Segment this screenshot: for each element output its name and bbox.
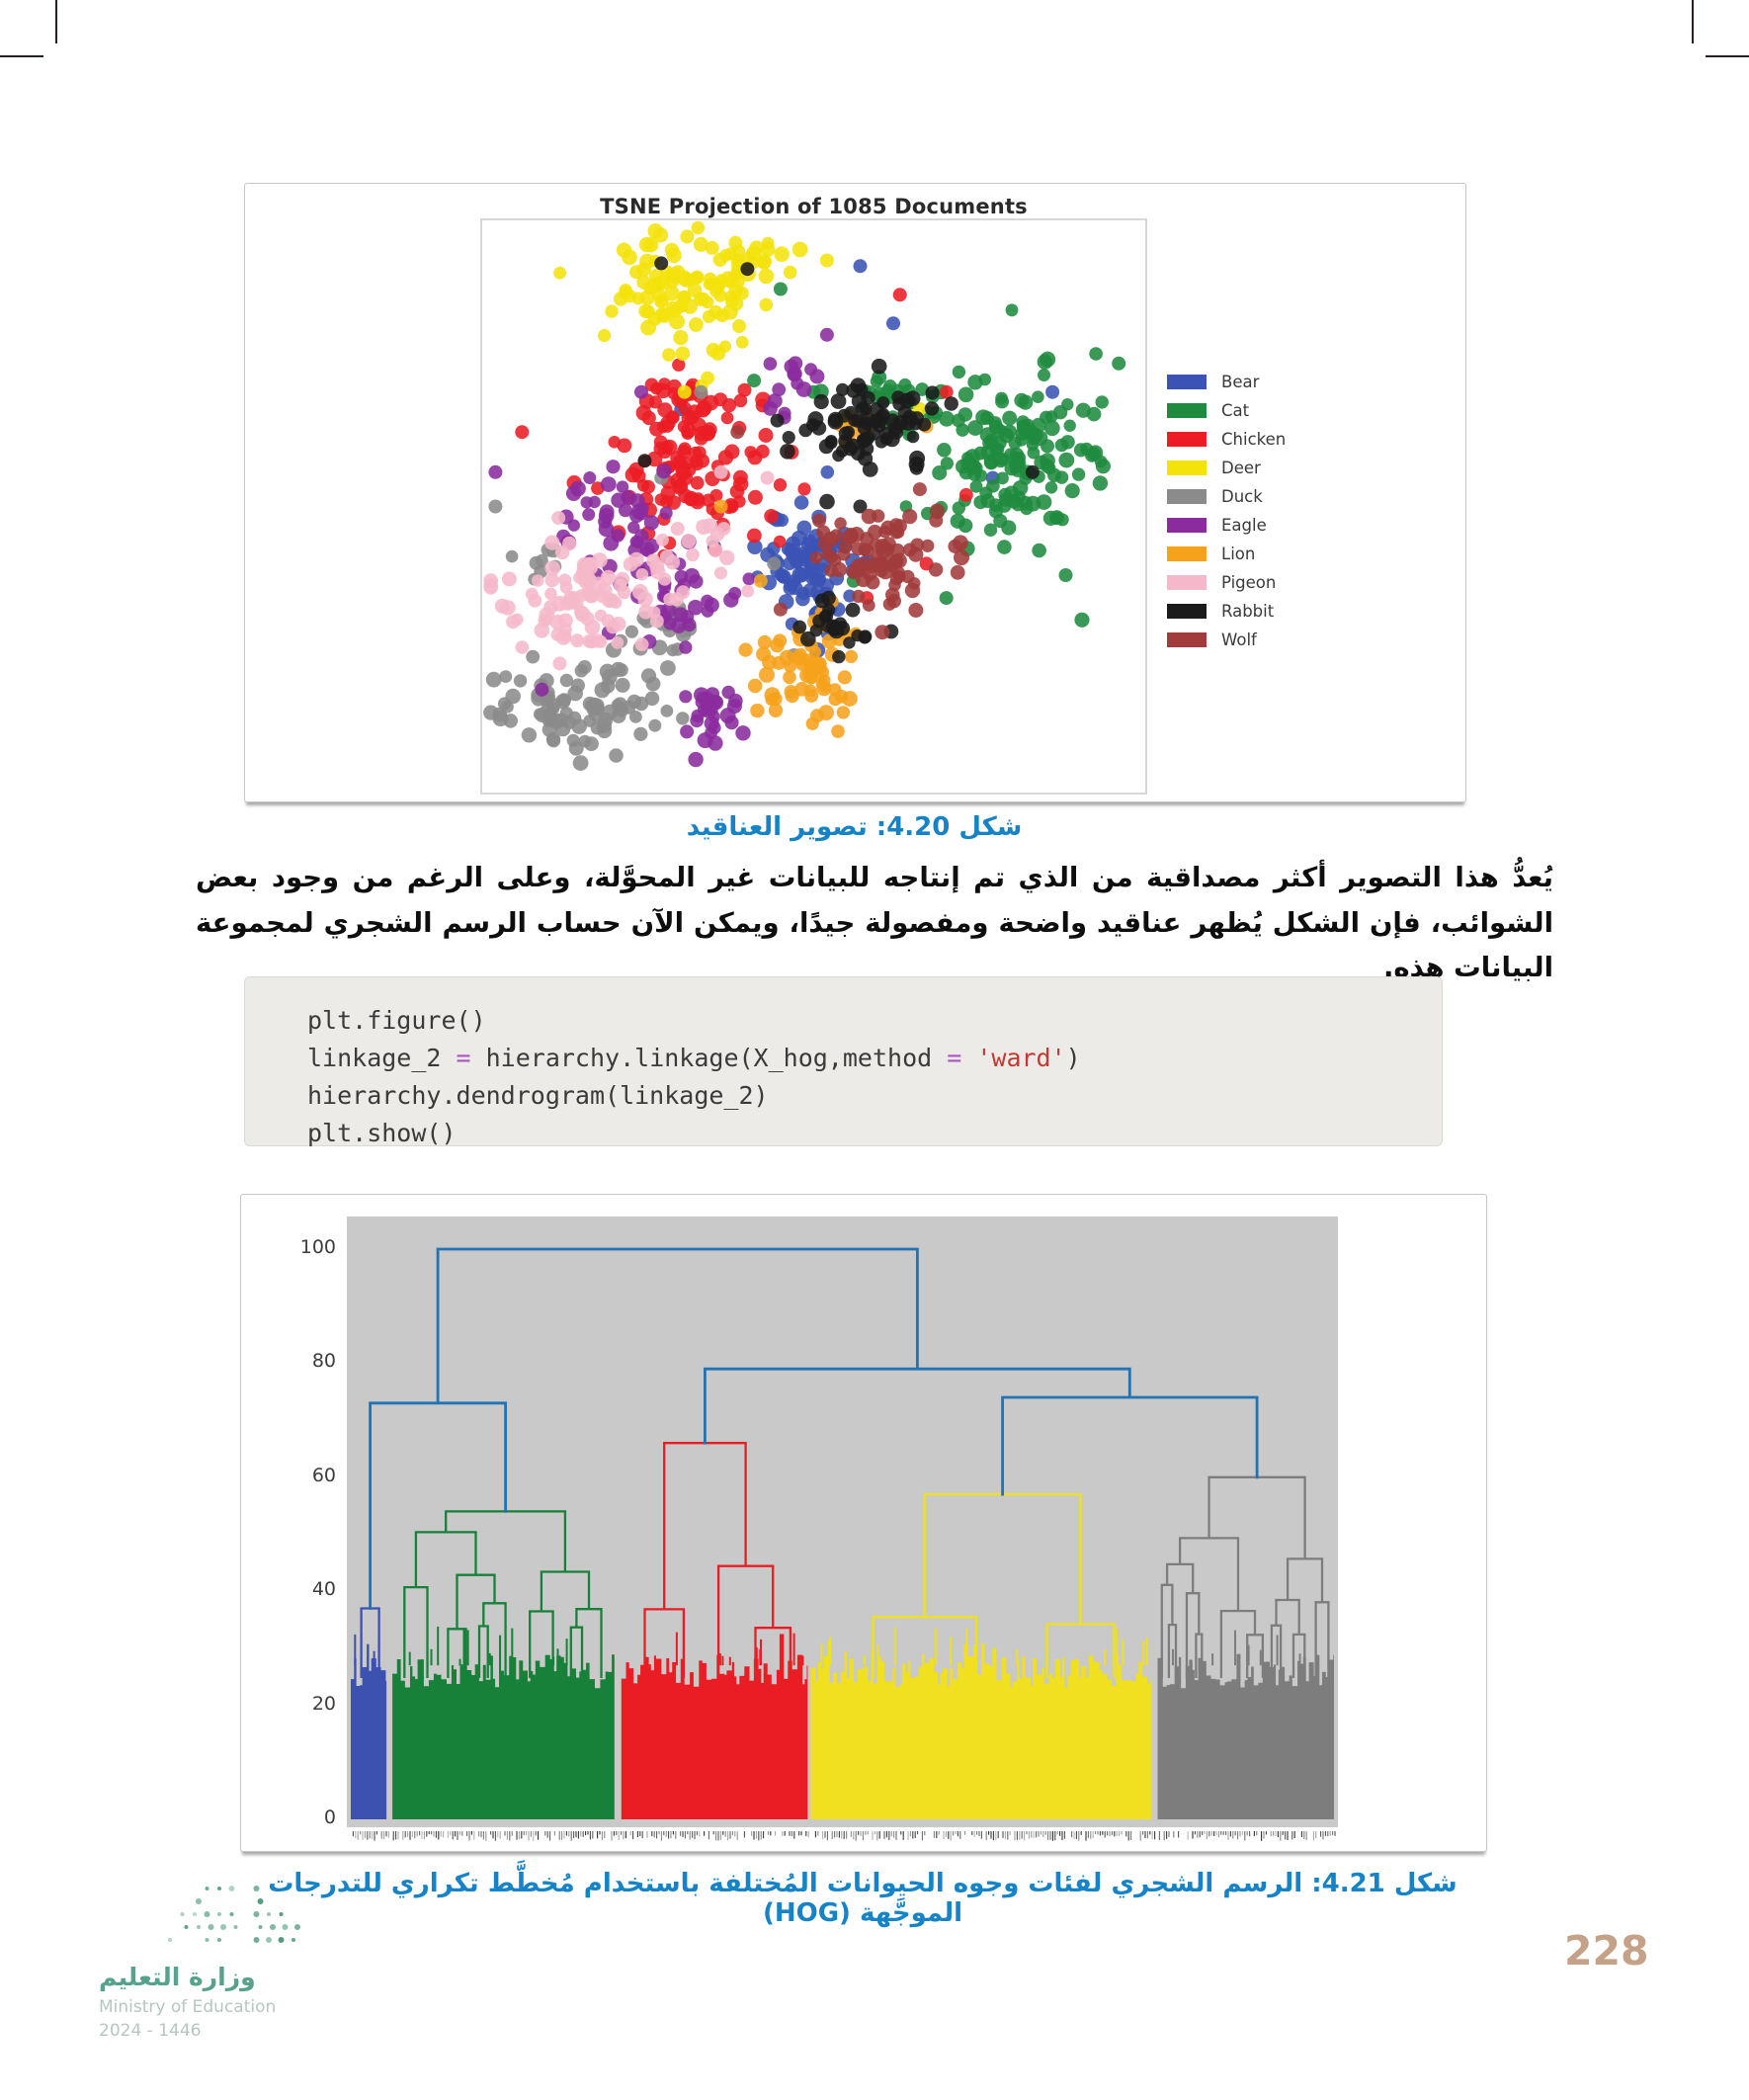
figure-dendrogram-card: 0 20 40 60 80 100 — [240, 1194, 1487, 1852]
legend-item-bear: Bear — [1167, 372, 1286, 392]
legend-swatch-cat — [1167, 403, 1207, 418]
code-line: hierarchy.dendrogram(linkage_2) — [307, 1081, 769, 1110]
body-paragraph: يُعدُّ هذا التصوير أكثر مصداقية من الذي … — [196, 862, 1553, 984]
legend-label: Eagle — [1221, 516, 1267, 535]
legend-label: Rabbit — [1221, 602, 1275, 621]
legend-swatch-bear — [1167, 375, 1207, 389]
legend-swatch-lion — [1167, 546, 1207, 561]
legend-swatch-chicken — [1167, 432, 1207, 447]
legend-item-chicken: Chicken — [1167, 429, 1286, 450]
dendrogram-y-tick: 60 — [311, 1464, 336, 1486]
legend-label: Wolf — [1221, 630, 1257, 649]
cropmark-top-right-horizontal — [1706, 55, 1749, 57]
tsne-chart-title: TSNE Projection of 1085 Documents — [600, 195, 1028, 218]
legend-item-cat: Cat — [1167, 400, 1286, 421]
legend-swatch-rabbit — [1167, 604, 1207, 619]
legend-item-rabbit: Rabbit — [1167, 601, 1286, 622]
legend-label: Duck — [1221, 487, 1263, 506]
tsne-legend: Bear Cat Chicken Deer Duck Eagle Lion Pigeon Rab… — [1167, 372, 1286, 650]
legend-label: Deer — [1221, 459, 1261, 477]
cropmark-top-right-vertical — [1692, 0, 1694, 43]
dendrogram-y-tick: 20 — [311, 1692, 336, 1715]
legend-label: Bear — [1221, 373, 1260, 391]
legend-swatch-eagle — [1167, 518, 1207, 533]
code-line: linkage_2 = hierarchy.linkage(X_hog,meth… — [307, 1044, 1081, 1072]
figure-420-caption: شكل 4.20: تصوير العناقيد — [686, 812, 1023, 842]
ministry-logo-years: 2024 - 1446 — [99, 2021, 202, 2041]
ministry-logo-arabic: وزارة التعليم — [99, 1963, 256, 1991]
legend-item-deer: Deer — [1167, 458, 1286, 478]
ministry-logo-dots — [168, 1886, 300, 1943]
legend-label: Lion — [1221, 545, 1256, 563]
legend-label: Chicken — [1221, 430, 1287, 449]
dendrogram-y-tick: 0 — [323, 1806, 336, 1828]
legend-swatch-pigeon — [1167, 575, 1207, 590]
tsne-scatter-canvas — [483, 220, 1126, 771]
legend-swatch-wolf — [1167, 632, 1207, 647]
legend-item-pigeon: Pigeon — [1167, 572, 1286, 593]
legend-swatch-duck — [1167, 489, 1207, 504]
dendrogram-y-tick: 40 — [311, 1578, 336, 1601]
figure-421-caption: شكل 4.21: الرسم الشجري لفئات وجوه الحيوا… — [268, 1869, 1458, 1928]
legend-swatch-deer — [1167, 461, 1207, 475]
python-code-block: plt.figure() linkage_2 = hierarchy.linkag… — [244, 976, 1443, 1147]
ministry-logo-english: Ministry of Education — [99, 1997, 277, 2017]
figure-tsne-card: TSNE Projection of 1085 Documents Bear Ca… — [244, 183, 1466, 802]
dendrogram-y-tick: 100 — [299, 1236, 336, 1258]
legend-label: Cat — [1221, 401, 1250, 420]
legend-item-wolf: Wolf — [1167, 630, 1286, 650]
cropmark-top-left-vertical — [55, 0, 57, 43]
dendrogram-plot-area — [347, 1217, 1338, 1841]
dendrogram-y-tick: 80 — [311, 1350, 336, 1373]
code-line: plt.show() — [307, 1119, 457, 1147]
page-number: 228 — [1564, 1927, 1649, 1974]
legend-item-duck: Duck — [1167, 486, 1286, 507]
cropmark-top-left-horizontal — [0, 55, 43, 57]
legend-item-lion: Lion — [1167, 544, 1286, 564]
tsne-plot-area — [480, 218, 1147, 795]
legend-label: Pigeon — [1221, 573, 1277, 592]
legend-item-eagle: Eagle — [1167, 515, 1286, 536]
dendrogram-canvas — [351, 1247, 1336, 1841]
code-line: plt.figure() — [307, 1006, 486, 1035]
